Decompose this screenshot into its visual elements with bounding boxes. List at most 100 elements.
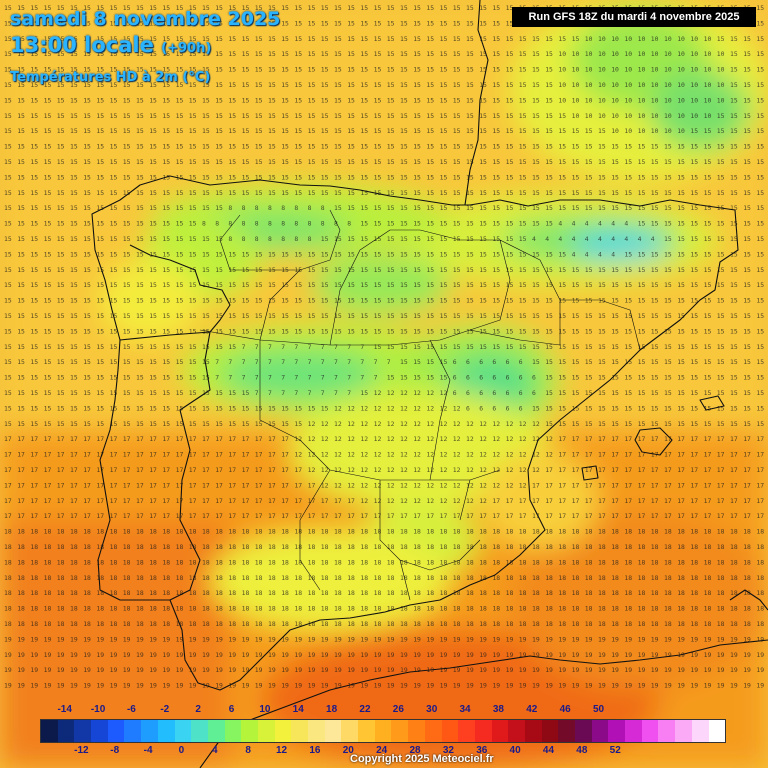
grid-value: 15	[57, 220, 65, 228]
grid-value: 15	[44, 173, 52, 181]
grid-value: 7	[281, 343, 285, 351]
grid-value: 15	[176, 389, 184, 397]
grid-value: 17	[466, 512, 474, 520]
grid-value: 15	[202, 250, 210, 258]
grid-value: 15	[123, 266, 131, 274]
grid-value: 15	[624, 343, 632, 351]
grid-value: 19	[17, 651, 25, 659]
grid-value: 15	[30, 220, 38, 228]
grid-value: 15	[690, 312, 698, 320]
grid-value: 18	[453, 528, 461, 536]
grid-value: 15	[704, 158, 712, 166]
grid-value: 15	[664, 389, 672, 397]
grid-value: 15	[176, 358, 184, 366]
grid-value: 10	[717, 81, 725, 89]
grid-value: 15	[110, 4, 118, 12]
grid-value: 15	[545, 297, 553, 305]
grid-value: 15	[176, 66, 184, 74]
grid-value: 18	[413, 528, 421, 536]
grid-value: 15	[704, 358, 712, 366]
grid-value: 10	[664, 50, 672, 58]
grid-value: 17	[123, 497, 131, 505]
grid-value: 17	[677, 451, 685, 459]
grid-value: 15	[202, 420, 210, 428]
grid-value: 17	[664, 435, 672, 443]
grid-value: 17	[136, 451, 144, 459]
grid-value: 17	[4, 512, 12, 520]
grid-value: 18	[585, 574, 593, 582]
grid-value: 18	[717, 605, 725, 613]
grid-value: 15	[30, 143, 38, 151]
grid-value: 17	[624, 466, 632, 474]
grid-value: 15	[255, 127, 263, 135]
grid-value: 15	[453, 96, 461, 104]
grid-value: 15	[83, 220, 91, 228]
grid-value: 17	[83, 451, 91, 459]
grid-value: 15	[585, 358, 593, 366]
grid-value: 7	[281, 389, 285, 397]
grid-value: 17	[572, 512, 580, 520]
grid-value: 19	[466, 651, 474, 659]
grid-value: 7	[321, 343, 325, 351]
grid-value: 19	[360, 635, 368, 643]
grid-value: 15	[202, 404, 210, 412]
grid-value: 12	[453, 404, 461, 412]
grid-value: 18	[83, 620, 91, 628]
grid-value: 15	[624, 281, 632, 289]
grid-value: 18	[255, 558, 263, 566]
grid-value: 18	[202, 574, 210, 582]
grid-value: 15	[110, 19, 118, 27]
grid-value: 15	[189, 327, 197, 335]
grid-value: 15	[453, 297, 461, 305]
grid-value: 15	[347, 96, 355, 104]
grid-value: 19	[638, 682, 646, 690]
grid-value: 4	[598, 235, 602, 243]
grid-value: 18	[664, 574, 672, 582]
grid-value: 15	[70, 66, 78, 74]
grid-value: 15	[334, 50, 342, 58]
grid-value: 15	[30, 112, 38, 120]
grid-value: 18	[558, 558, 566, 566]
grid-value: 18	[374, 558, 382, 566]
grid-value: 15	[743, 204, 751, 212]
grid-value: 18	[202, 589, 210, 597]
grid-value: 15	[30, 66, 38, 74]
grid-value: 15	[4, 127, 12, 135]
grid-value: 15	[334, 35, 342, 43]
grid-value: 18	[30, 589, 38, 597]
grid-value: 15	[308, 173, 316, 181]
grid-value: 15	[664, 250, 672, 258]
grid-value: 15	[136, 19, 144, 27]
grid-value: 15	[360, 189, 368, 197]
grid-value: 4	[558, 235, 562, 243]
grid-value: 15	[215, 112, 223, 120]
grid-value: 15	[268, 281, 276, 289]
grid-value: 18	[44, 543, 52, 551]
grid-value: 15	[96, 127, 104, 135]
grid-value: 15	[347, 312, 355, 320]
grid-value: 15	[228, 297, 236, 305]
grid-value: 15	[321, 35, 329, 43]
grid-value: 18	[466, 558, 474, 566]
grid-value: 15	[321, 112, 329, 120]
color-swatch	[591, 720, 609, 742]
grid-value: 10	[558, 96, 566, 104]
grid-value: 15	[149, 81, 157, 89]
grid-value: 15	[30, 189, 38, 197]
grid-value: 15	[242, 50, 250, 58]
grid-value: 18	[228, 543, 236, 551]
grid-value: 18	[624, 574, 632, 582]
grid-value: 15	[281, 35, 289, 43]
grid-value: 15	[255, 297, 263, 305]
grid-value: 15	[162, 220, 170, 228]
scale-tick-label: 20	[343, 745, 354, 756]
grid-value: 15	[334, 281, 342, 289]
grid-value: 18	[413, 543, 421, 551]
color-swatch	[324, 720, 342, 742]
grid-value: 17	[228, 466, 236, 474]
grid-value: 15	[756, 189, 764, 197]
grid-value: 6	[506, 374, 510, 382]
grid-value: 18	[545, 589, 553, 597]
grid-value: 15	[690, 327, 698, 335]
grid-value: 15	[426, 250, 434, 258]
